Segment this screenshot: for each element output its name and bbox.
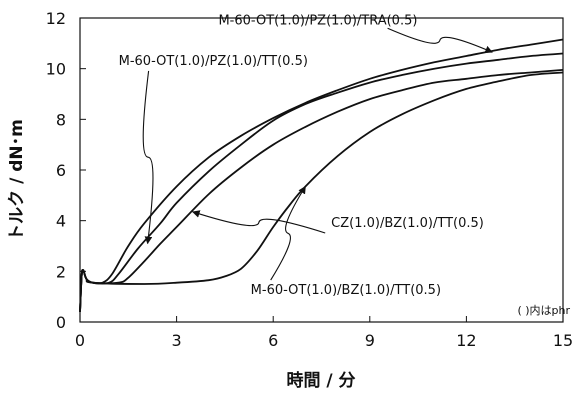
y-tick-label: 12 <box>46 9 66 28</box>
y-tick-label: 0 <box>56 313 66 332</box>
y-tick-label: 4 <box>56 212 66 231</box>
y-tick-label: 6 <box>56 161 66 180</box>
x-tick-label: 9 <box>365 331 375 350</box>
y-tick-label: 10 <box>46 60 66 79</box>
units-note: ( )内はphr <box>517 303 570 317</box>
series-annotation-2: M-60-OT(1.0)/PZ(1.0)/TT(0.5) <box>119 54 308 69</box>
x-tick-label: 6 <box>268 331 278 350</box>
series-annotation-1: M-60-OT(1.0)/PZ(1.0)/TRA(0.5) <box>218 13 417 28</box>
y-tick-label: 8 <box>56 110 66 129</box>
annotation-arrow-1 <box>387 27 493 53</box>
series-annotation-3: CZ(1.0)/BZ(1.0)/TT(0.5) <box>331 216 484 231</box>
x-tick-label: 0 <box>75 331 85 350</box>
annotation-layer: M-60-OT(1.0)/PZ(1.0)/TRA(0.5) M-60-OT(1.0… <box>119 13 493 298</box>
x-tick-label: 3 <box>172 331 182 350</box>
y-axis-label: トルク / dN･m <box>7 119 27 241</box>
y-tick-label: 2 <box>56 262 66 281</box>
series-layer <box>79 38 564 312</box>
x-tick-label: 12 <box>456 331 476 350</box>
x-axis-label: 時間 / 分 <box>286 370 355 391</box>
series-annotation-4: M-60-OT(1.0)/BZ(1.0)/TT(0.5) <box>251 283 441 298</box>
axes: 0 3 6 9 12 15 0 2 4 6 8 10 12 <box>46 9 574 350</box>
x-tick-label: 15 <box>553 331 573 350</box>
annotation-arrow-3 <box>191 210 326 234</box>
annotation-arrow-4 <box>270 185 306 281</box>
series-line-4 <box>79 71 564 312</box>
annotation-arrow-2 <box>142 70 154 245</box>
